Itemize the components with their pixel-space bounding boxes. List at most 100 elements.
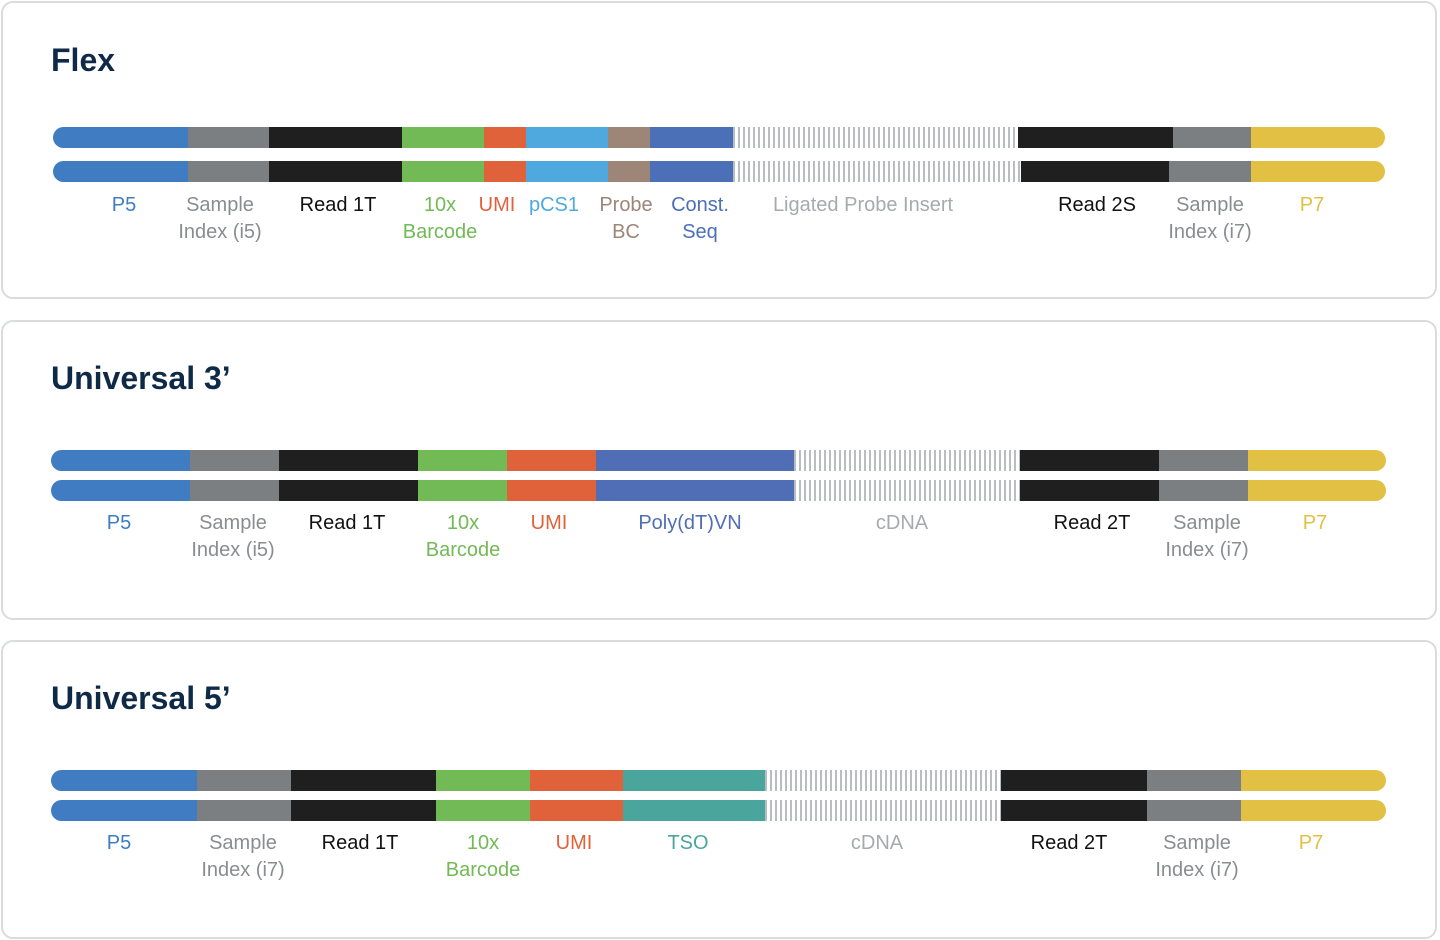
segment-label-line: Read 1T xyxy=(321,832,399,854)
segment-sample-index-i7 xyxy=(197,770,291,791)
segment-label: Sample Index (i7) xyxy=(201,830,284,884)
segment-label: P5 xyxy=(107,830,131,857)
segment-sample-index-i5 xyxy=(188,161,269,182)
segment-label: P7 xyxy=(1299,830,1323,857)
segment-p7 xyxy=(1241,770,1386,791)
segment-sample-index-i7 xyxy=(1169,161,1251,182)
segment-cdna xyxy=(765,770,1001,791)
segment-label-line: TSO xyxy=(667,832,709,854)
segment-label-line: Sample xyxy=(209,832,277,854)
segment-label: Read 1T xyxy=(309,510,386,537)
segment-label: P7 xyxy=(1300,192,1324,219)
segment-label-line: P5 xyxy=(106,832,132,854)
segment-label: Poly(dT)VN xyxy=(638,510,741,537)
segment-sample-index-i5 xyxy=(190,450,279,471)
segment-ligated-probe-insert xyxy=(733,161,1021,182)
segment-sample-index-i5 xyxy=(188,127,269,148)
panel-flex xyxy=(1,1,1437,299)
segment-label: P7 xyxy=(1303,510,1327,537)
panel-title: Universal 3’ xyxy=(51,360,231,396)
segment-p7 xyxy=(1248,480,1386,501)
segment-label: Sample Index (i7) xyxy=(1168,192,1251,246)
segment-cdna xyxy=(794,450,1020,471)
segment-p5 xyxy=(51,450,190,471)
segment-10x-barcode xyxy=(402,161,484,182)
segment-umi xyxy=(507,450,596,471)
segment-10x-barcode xyxy=(418,450,507,471)
segment-label: Read 2T xyxy=(1031,830,1108,857)
segment-label-line: Read 2S xyxy=(1058,194,1136,216)
strand-2 xyxy=(51,800,1386,821)
segment-label-line: Seq xyxy=(682,221,718,243)
segment-label: Const. Seq xyxy=(671,192,729,246)
segment-10x-barcode xyxy=(436,770,530,791)
segment-read-1t xyxy=(269,127,402,148)
segment-read-1t xyxy=(291,800,436,821)
segment-label-line: Poly(dT)VN xyxy=(638,512,742,534)
segment-sample-index-i7 xyxy=(1159,450,1248,471)
segment-label-line: Index (i5) xyxy=(178,221,262,243)
segment-label-line: cDNA xyxy=(875,512,929,534)
segment-probe-bc xyxy=(608,127,650,148)
segment-label: Sample Index (i7) xyxy=(1155,830,1238,884)
segment-label-line: UMI xyxy=(530,512,568,534)
segment-label-line: Barcode xyxy=(402,221,478,243)
segment-umi xyxy=(484,127,526,148)
segment-label-line: Index (i7) xyxy=(201,859,285,881)
strand-1 xyxy=(51,770,1386,791)
segment-p7 xyxy=(1251,127,1385,148)
segment-label-line: Index (i7) xyxy=(1168,221,1252,243)
segment-label-line: UMI xyxy=(478,194,516,216)
segment-read-2t xyxy=(1001,770,1147,791)
segment-label-line: 10x xyxy=(466,832,500,854)
segment-p5 xyxy=(51,480,190,501)
segment-label-line: pCS1 xyxy=(528,194,580,216)
segment-label-line: Read 2T xyxy=(1030,832,1108,854)
segment-label-line: UMI xyxy=(555,832,593,854)
segment-tso xyxy=(623,800,765,821)
segment-umi xyxy=(507,480,596,501)
strand-2 xyxy=(53,161,1385,182)
segment-sample-index-i5 xyxy=(190,480,279,501)
segment-cdna xyxy=(794,480,1020,501)
segment-label-line: Const. xyxy=(671,194,729,216)
segment-label-line: Index (i7) xyxy=(1165,539,1249,561)
segment-label: 10x Barcode xyxy=(403,192,478,246)
segment-sample-index-i7 xyxy=(1173,127,1251,148)
segment-read-1t xyxy=(269,161,402,182)
segment-label: Read 1T xyxy=(322,830,399,857)
segment-label-line: Read 1T xyxy=(308,512,386,534)
segment-read-2t xyxy=(1001,800,1147,821)
segment-label-line: P5 xyxy=(111,194,137,216)
segment-read-2t xyxy=(1020,480,1159,501)
segment-read-1t xyxy=(279,480,418,501)
segment-umi xyxy=(530,770,623,791)
segment-pcs1 xyxy=(526,161,608,182)
segment-10x-barcode xyxy=(436,800,530,821)
segment-read-1t xyxy=(279,450,418,471)
segment-label: UMI xyxy=(479,192,516,219)
segment-read-2s xyxy=(1021,161,1169,182)
segment-label: Read 1T xyxy=(300,192,377,219)
segment-sample-index-i7 xyxy=(1147,770,1241,791)
segment-label-line: 10x xyxy=(423,194,457,216)
segment-label: Sample Index (i5) xyxy=(178,192,261,246)
segment-poly-dt-vn xyxy=(596,450,794,471)
segment-label: TSO xyxy=(667,830,708,857)
segment-read-2t xyxy=(1020,450,1159,471)
segment-label: UMI xyxy=(531,510,568,537)
segment-p7 xyxy=(1248,450,1386,471)
segment-label-line: Sample xyxy=(1163,832,1231,854)
segment-label: Sample Index (i5) xyxy=(191,510,274,564)
segment-label: P5 xyxy=(107,510,131,537)
segment-10x-barcode xyxy=(402,127,484,148)
segment-label: 10x Barcode xyxy=(446,830,521,884)
segment-label: P5 xyxy=(112,192,136,219)
segment-label: pCS1 xyxy=(529,192,579,219)
segment-10x-barcode xyxy=(418,480,507,501)
segment-tso xyxy=(623,770,765,791)
segment-label: Sample Index (i7) xyxy=(1165,510,1248,564)
segment-const-seq xyxy=(650,161,733,182)
segment-label-line: BC xyxy=(612,221,640,243)
segment-label-line: Read 2T xyxy=(1053,512,1131,534)
